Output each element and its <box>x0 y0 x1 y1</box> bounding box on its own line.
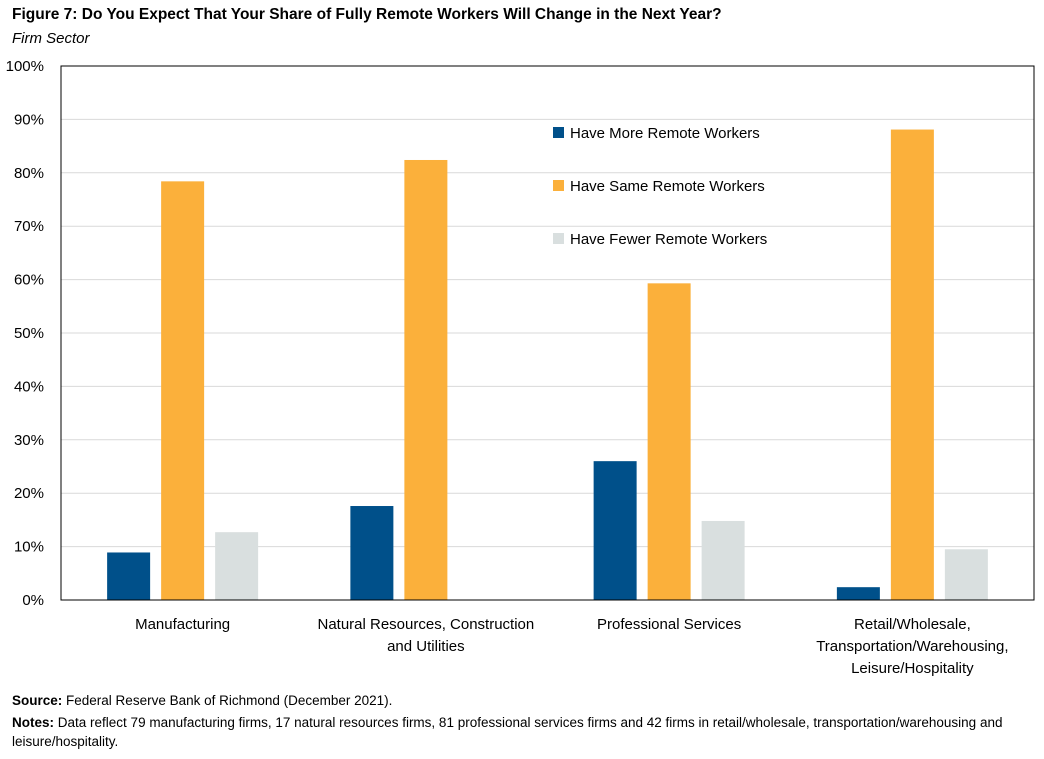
plot-frame <box>60 65 1035 601</box>
y-tick-label: 100% <box>6 58 44 75</box>
y-tick-label: 20% <box>14 485 44 502</box>
y-tick-label: 80% <box>14 165 44 182</box>
legend-swatch <box>553 127 564 138</box>
x-tick-label: Manufacturing <box>135 616 230 633</box>
bar <box>215 532 259 600</box>
notes-label: Notes: <box>12 715 55 730</box>
bar <box>836 587 880 600</box>
bars <box>107 129 988 600</box>
x-tick-label-line: Professional Services <box>597 616 741 633</box>
chart-subtitle: Firm Sector <box>12 30 90 47</box>
bar <box>647 283 691 600</box>
x-tick-label-line: and Utilities <box>387 638 465 655</box>
y-tick-label: 40% <box>14 378 44 395</box>
legend-label: Have Same Remote Workers <box>570 178 765 195</box>
bar <box>350 506 394 600</box>
x-tick-label-line: Retail/Wholesale, <box>854 616 971 633</box>
source-text: Federal Reserve Bank of Richmond (Decemb… <box>66 693 393 708</box>
y-tick-label: 70% <box>14 218 44 235</box>
y-axis-ticks: 0% 10% 20% 30% 40% 50% 60% 70% 80% 90% 100% <box>6 58 44 609</box>
bar <box>404 159 448 600</box>
x-tick-label-line: Transportation/Warehousing, <box>816 638 1008 655</box>
y-tick-label: 50% <box>14 325 44 342</box>
y-tick-label: 90% <box>14 111 44 128</box>
legend-swatch <box>553 180 564 191</box>
x-tick-label-line: Manufacturing <box>135 616 230 633</box>
gridlines <box>61 118 1034 548</box>
y-tick-label: 60% <box>14 272 44 289</box>
x-axis-ticks: Manufacturing Natural Resources, Construc… <box>135 616 1008 677</box>
notes-text: Data reflect 79 manufacturing firms, 17 … <box>12 715 1003 749</box>
y-tick-label: 0% <box>22 592 44 609</box>
x-tick-label: Professional Services <box>597 616 741 633</box>
x-tick-label: Retail/Wholesale, Transportation/Warehous… <box>816 616 1008 677</box>
x-tick-label-line: Natural Resources, Construction <box>317 616 534 633</box>
bar <box>593 461 637 600</box>
bar <box>944 549 988 600</box>
bar <box>701 520 745 600</box>
legend-swatch <box>553 233 564 244</box>
legend-label: Have Fewer Remote Workers <box>570 231 767 248</box>
x-tick-label: Natural Resources, Construction and Utili… <box>317 616 534 655</box>
source-label: Source: <box>12 693 63 708</box>
bar <box>161 181 205 600</box>
chart-title: Figure 7: Do You Expect That Your Share … <box>12 6 722 23</box>
bar-chart: 0% 10% 20% 30% 40% 50% 60% 70% 80% 90% 100% Manufa… <box>6 58 1035 677</box>
bar <box>107 552 151 600</box>
notes: Notes: Data reflect 79 manufacturing fir… <box>12 713 1022 751</box>
y-tick-label: 30% <box>14 432 44 449</box>
bar <box>890 129 934 600</box>
legend-label: Have More Remote Workers <box>570 125 760 142</box>
y-tick-label: 10% <box>14 539 44 556</box>
x-tick-label-line: Leisure/Hospitality <box>851 660 974 677</box>
legend: Have More Remote Workers Have Same Remote… <box>553 125 767 248</box>
source-note: Source: Federal Reserve Bank of Richmond… <box>12 693 392 708</box>
